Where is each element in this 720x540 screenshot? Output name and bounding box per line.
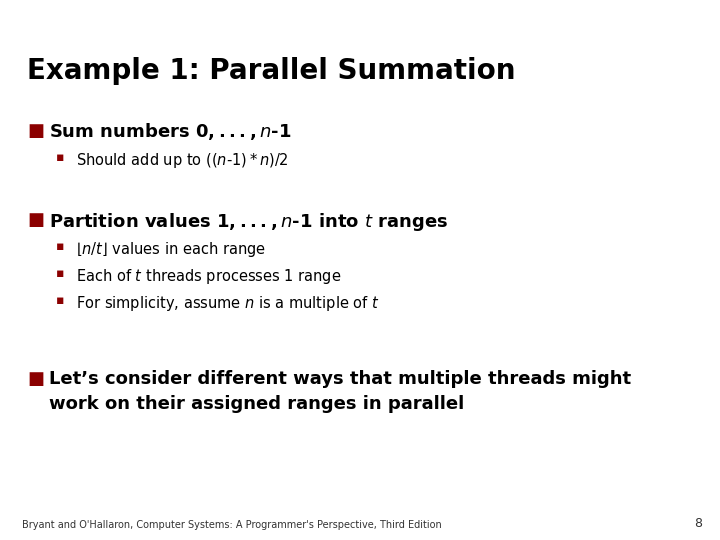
Text: Should add up to $((\mathit{n}\text{-}1)*\mathit{n})/2$: Should add up to $((\mathit{n}\text{-}1)… (76, 151, 288, 170)
Text: ▪: ▪ (56, 267, 65, 280)
Text: For simplicity, assume $\mathit{n}$ is a multiple of $\mathit{t}$: For simplicity, assume $\mathit{n}$ is a… (76, 294, 379, 313)
Text: ▪: ▪ (56, 240, 65, 253)
Text: ■: ■ (27, 370, 45, 388)
Text: ▪: ▪ (56, 294, 65, 307)
Text: Each of $\mathit{t}$ threads processes 1 range: Each of $\mathit{t}$ threads processes 1… (76, 267, 341, 286)
Text: Partition values $\mathbf{1, ..., \mathit{n}}$-$\mathbf{1}$ into $\mathit{t}$ ra: Partition values $\mathbf{1, ..., \mathi… (49, 211, 449, 233)
Text: Sum numbers $\mathbf{0, ..., \mathit{n}}$-$\mathbf{1}$: Sum numbers $\mathbf{0, ..., \mathit{n}}… (49, 122, 292, 143)
Text: Example 1: Parallel Summation: Example 1: Parallel Summation (27, 57, 516, 85)
Text: Carnegie Mellon: Carnegie Mellon (600, 10, 709, 23)
Text: ■: ■ (27, 122, 45, 139)
Text: $\lfloor \mathit{n}/\mathit{t} \rfloor$ values in each range: $\lfloor \mathit{n}/\mathit{t} \rfloor$ … (76, 240, 266, 259)
Text: Bryant and O'Hallaron, Computer Systems: A Programmer's Perspective, Third Editi: Bryant and O'Hallaron, Computer Systems:… (22, 520, 441, 530)
Text: 8: 8 (694, 517, 702, 530)
Text: ▪: ▪ (56, 151, 65, 164)
Text: Let’s consider different ways that multiple threads might
work on their assigned: Let’s consider different ways that multi… (49, 370, 631, 413)
Text: ■: ■ (27, 211, 45, 228)
